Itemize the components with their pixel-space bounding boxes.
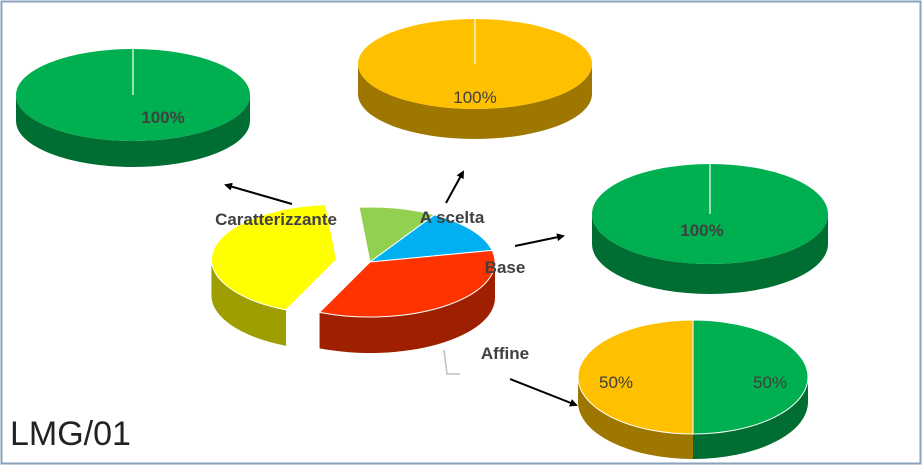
pie-side: [319, 262, 495, 353]
arrow: [509, 378, 578, 407]
data-label: 100%: [141, 108, 185, 127]
pie-slice: [692, 319, 809, 435]
data-label: 50%: [752, 373, 788, 392]
pies: [16, 19, 828, 459]
pie-side: [211, 259, 287, 346]
data-label: Affine: [480, 344, 530, 363]
pie-side: [358, 64, 592, 139]
data-label: 100%: [453, 88, 497, 107]
slide-label: LMG/01: [10, 415, 131, 453]
pie-side: [578, 377, 693, 459]
data-label: 50%: [598, 373, 634, 392]
arrow: [445, 170, 464, 204]
pie-side: [16, 95, 250, 167]
data-label: Base: [484, 258, 526, 277]
data-label: 100%: [680, 221, 724, 240]
pie-side: [693, 377, 808, 459]
arrow: [224, 182, 293, 205]
data-label: Caratterizzante: [215, 210, 337, 229]
pie-slice: [577, 319, 694, 435]
arrow: [514, 233, 565, 247]
pie-slice: [318, 249, 496, 318]
pie-slice: [210, 204, 337, 311]
pie-slice: [358, 206, 436, 263]
leader-line: [443, 349, 460, 375]
data-label: A scelta: [419, 208, 485, 227]
pie-side: [592, 214, 828, 294]
pie-slice: [368, 214, 493, 263]
